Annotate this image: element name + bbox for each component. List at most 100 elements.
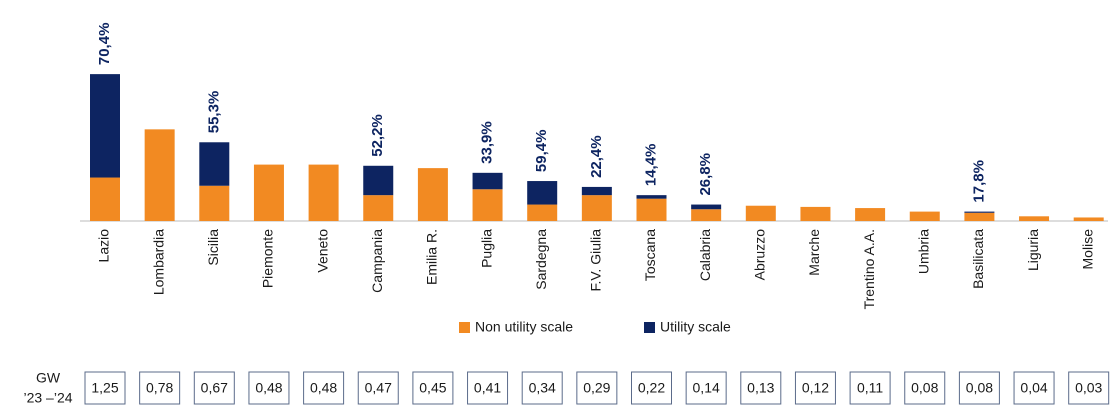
bar-segment bbox=[199, 185, 230, 221]
total-label: 0,11 bbox=[857, 380, 883, 396]
total-label: 0,12 bbox=[802, 380, 829, 396]
bar-segment bbox=[964, 212, 995, 221]
total-box bbox=[412, 371, 454, 405]
legend-swatch bbox=[459, 322, 470, 333]
bar-segment bbox=[745, 205, 776, 221]
category-label: Veneto bbox=[314, 229, 330, 273]
category-label: Umbria bbox=[915, 229, 931, 274]
total-label: 0,48 bbox=[310, 380, 337, 396]
category-label: Toscana bbox=[642, 229, 658, 281]
bar-segment bbox=[308, 164, 339, 221]
bar-segment bbox=[636, 198, 667, 221]
total-box bbox=[576, 371, 618, 405]
category-label: Campania bbox=[369, 229, 385, 293]
total-box bbox=[248, 371, 290, 405]
legend-swatch bbox=[644, 322, 655, 333]
category-label: Calabria bbox=[697, 229, 713, 281]
total-box bbox=[467, 371, 509, 405]
total-box bbox=[904, 371, 946, 405]
category-label: Trentino A.A. bbox=[861, 229, 877, 309]
total-label: 0,03 bbox=[1075, 380, 1102, 396]
bar-segment bbox=[964, 211, 995, 213]
share-label: 33,9% bbox=[479, 121, 496, 164]
total-label: 1,25 bbox=[91, 380, 118, 396]
bar-segment bbox=[636, 195, 667, 199]
total-label: 0,41 bbox=[474, 380, 501, 396]
total-label: 0,29 bbox=[583, 380, 610, 396]
bar-segment bbox=[363, 165, 394, 196]
total-box bbox=[1013, 371, 1055, 405]
share-label: 55,3% bbox=[205, 91, 222, 134]
bar-segment bbox=[144, 129, 175, 221]
total-box bbox=[631, 371, 672, 405]
category-label: Molise bbox=[1079, 229, 1095, 270]
bar-segment bbox=[417, 168, 448, 221]
total-label: 0,67 bbox=[201, 380, 228, 396]
bar-segment bbox=[527, 181, 558, 205]
category-label: Puglia bbox=[478, 229, 494, 268]
total-label: 0,22 bbox=[638, 380, 665, 396]
total-box bbox=[794, 371, 836, 405]
legend-label: Utility scale bbox=[660, 319, 731, 335]
category-label: Emilia R. bbox=[424, 229, 440, 285]
share-label: 59,4% bbox=[533, 130, 550, 173]
bar-segment bbox=[90, 177, 120, 221]
total-label: 0,14 bbox=[693, 380, 720, 396]
total-label: 0,04 bbox=[1020, 380, 1047, 396]
category-label: Sicilia bbox=[205, 229, 221, 266]
total-box bbox=[84, 371, 126, 405]
category-label: Lazio bbox=[96, 229, 112, 263]
bar-segment bbox=[691, 204, 722, 210]
share-label: 70,4% bbox=[96, 23, 113, 66]
bar-segment bbox=[1019, 216, 1050, 221]
total-box bbox=[740, 371, 782, 405]
total-box bbox=[193, 371, 235, 405]
category-label: Lombardia bbox=[150, 229, 166, 295]
bar-segment bbox=[1073, 217, 1104, 221]
bar-segment bbox=[909, 211, 940, 221]
share-label: 14,4% bbox=[642, 144, 659, 187]
category-label: Abruzzo bbox=[752, 229, 768, 281]
bar-segment bbox=[199, 142, 230, 186]
total-label: 0,34 bbox=[529, 380, 556, 396]
share-label: 52,2% bbox=[369, 114, 386, 157]
total-box bbox=[1068, 371, 1110, 405]
total-label: 0,47 bbox=[365, 380, 392, 396]
bar-segment bbox=[691, 209, 722, 221]
category-label: Liguria bbox=[1025, 229, 1041, 271]
bar-segment bbox=[527, 204, 558, 221]
bar-segment bbox=[363, 195, 394, 221]
category-label: Marche bbox=[806, 229, 822, 276]
bar-segment bbox=[472, 189, 503, 221]
total-label: 0,08 bbox=[966, 380, 993, 396]
total-label: 0,45 bbox=[419, 380, 446, 396]
share-label: 22,4% bbox=[588, 135, 605, 178]
category-label: Sardegna bbox=[533, 229, 549, 290]
bar-segment bbox=[472, 172, 503, 190]
share-label: 17,8% bbox=[970, 160, 987, 203]
total-box bbox=[357, 371, 399, 405]
bar-segment bbox=[855, 208, 886, 221]
share-label: 26,8% bbox=[697, 153, 714, 196]
total-box bbox=[303, 371, 345, 405]
category-label: Piemonte bbox=[260, 229, 276, 288]
legend-label: Non utility scale bbox=[475, 319, 573, 335]
bar-segment bbox=[253, 164, 284, 221]
total-label: 0,48 bbox=[255, 380, 282, 396]
total-box bbox=[958, 371, 1000, 405]
totals-label: GW bbox=[36, 370, 61, 386]
category-label: F.V. Giulia bbox=[588, 229, 604, 292]
bar-segment bbox=[800, 206, 831, 221]
totals-label: ’23 –’24 bbox=[23, 390, 72, 406]
total-label: 0,78 bbox=[146, 380, 173, 396]
total-label: 0,13 bbox=[747, 380, 774, 396]
category-label: Basilicata bbox=[970, 229, 986, 289]
bar-segment bbox=[581, 195, 612, 221]
bar-segment bbox=[90, 74, 120, 178]
total-label: 0,08 bbox=[911, 380, 938, 396]
total-box bbox=[849, 371, 891, 405]
bar-segment bbox=[581, 186, 612, 196]
total-box bbox=[139, 371, 181, 405]
total-box bbox=[685, 371, 727, 405]
